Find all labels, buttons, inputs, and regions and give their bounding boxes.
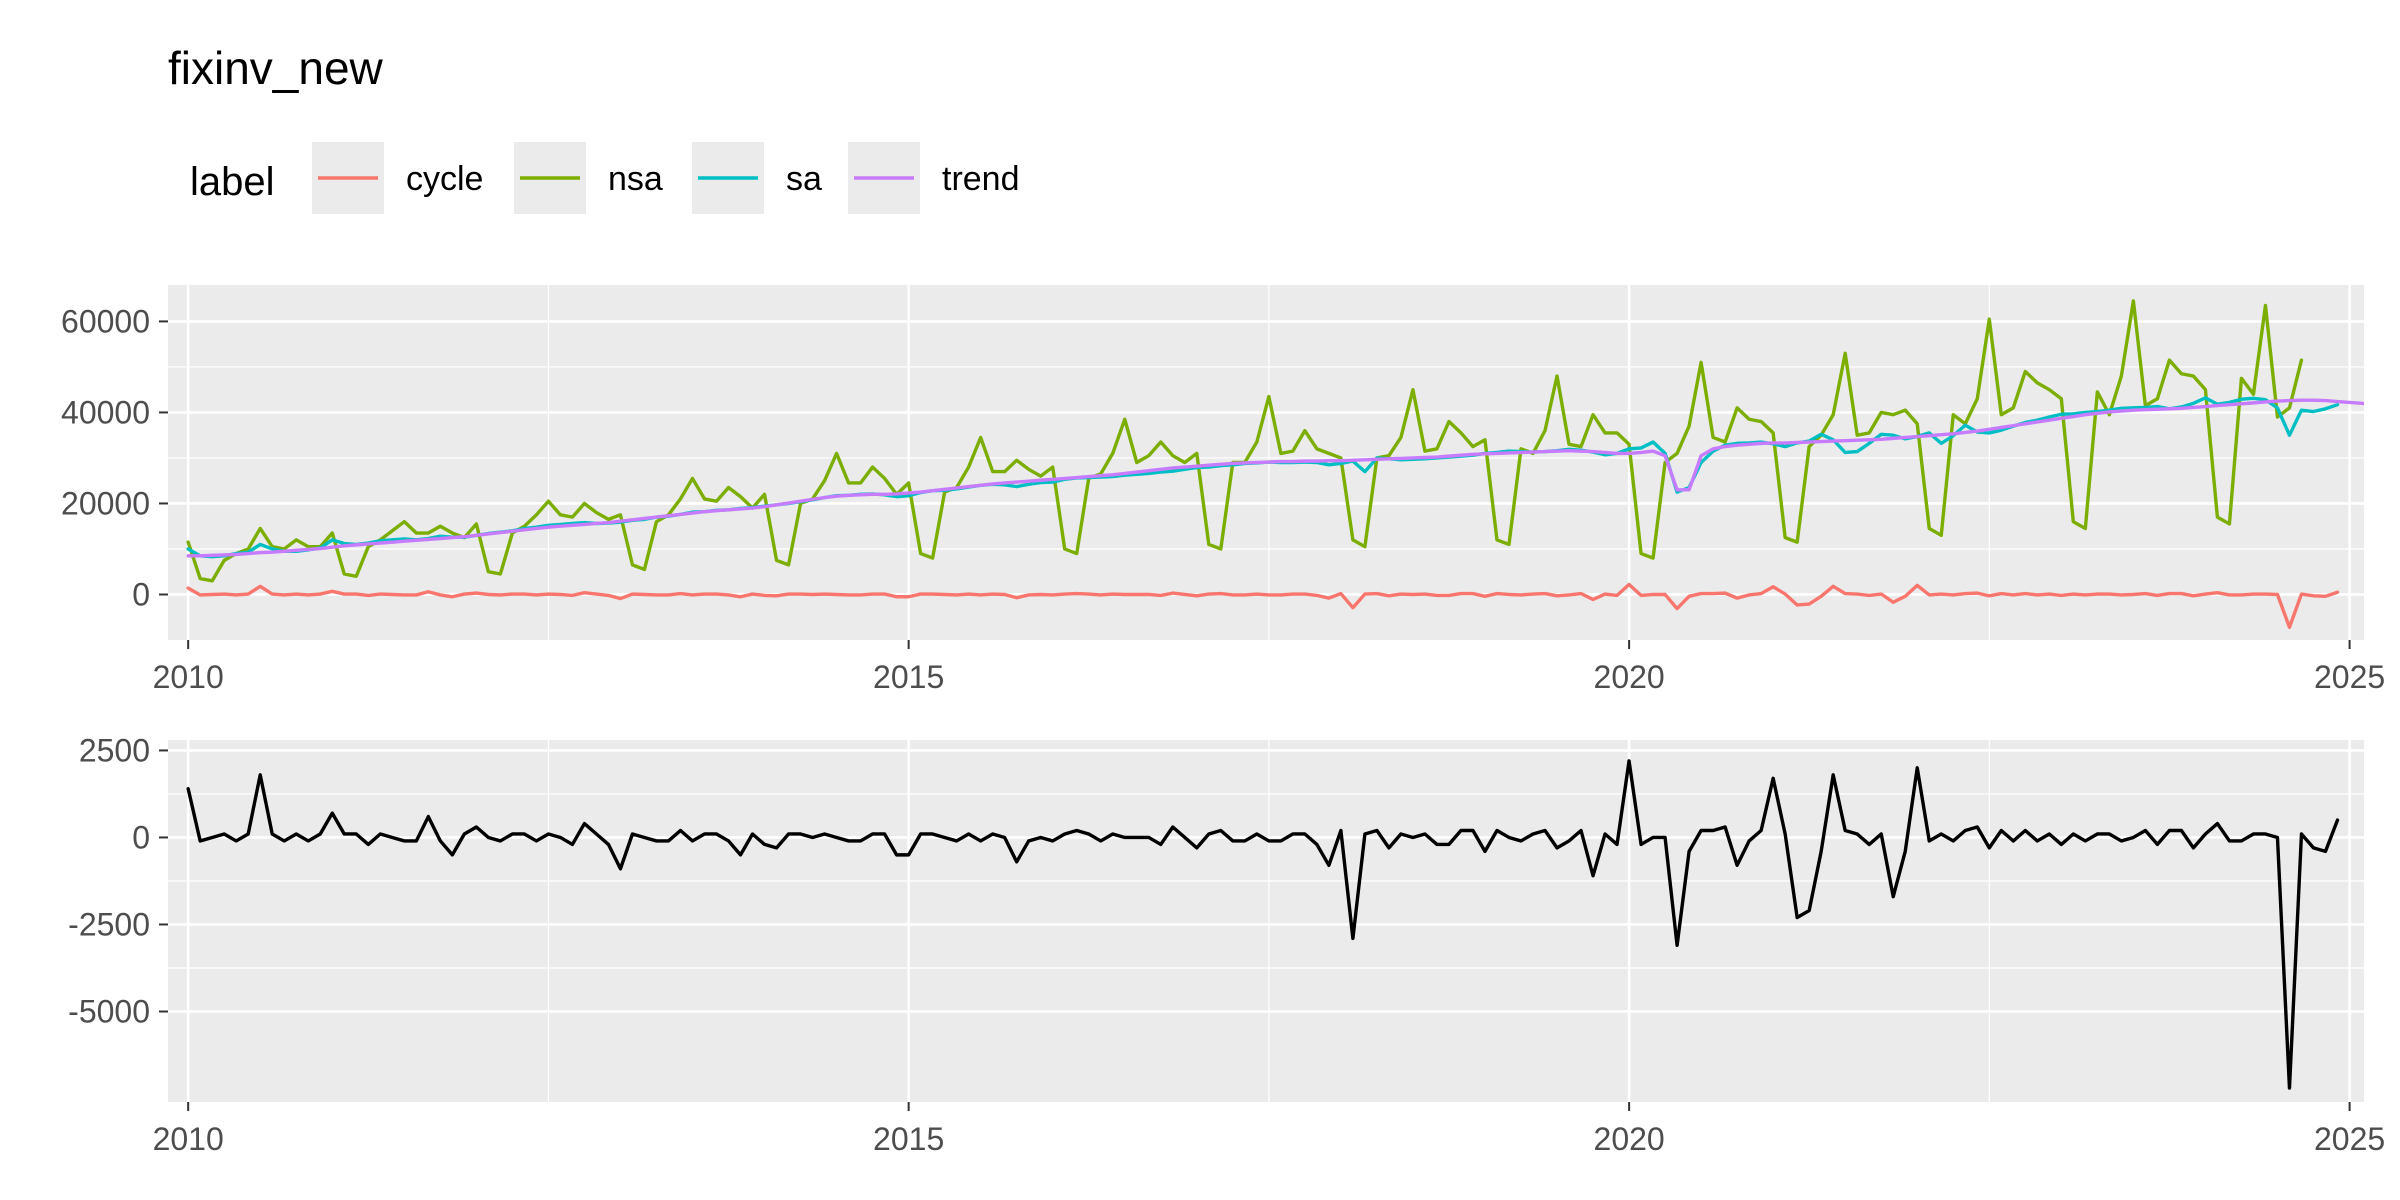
top-series-group (186, 299, 2364, 629)
bottom-series-line-residual (186, 759, 2340, 1090)
panel-bottom: 2010 2015 2020 2025 -5000 -2500 0 2500 (68, 732, 2385, 1157)
bottom-panel-background (168, 740, 2364, 1102)
top-x-tick-label: 2020 (1594, 659, 1665, 695)
bottom-x-tick-label: 2015 (873, 1121, 944, 1157)
legend-label-sa: sa (786, 160, 822, 198)
top-x-tick-label: 2015 (873, 659, 944, 695)
legend-label-nsa: nsa (608, 160, 663, 198)
bottom-series-group (186, 759, 2340, 1090)
top-y-tick-label: 40000 (61, 394, 150, 430)
chart-title: fixinv_new (168, 42, 384, 94)
legend-label-cycle: cycle (406, 160, 483, 198)
bottom-y-tick-label: 0 (132, 819, 150, 855)
top-x-tick-label: 2010 (153, 659, 224, 695)
legend-label-trend: trend (942, 160, 1020, 198)
bottom-y-tick-label: -5000 (68, 994, 150, 1030)
bottom-axes: 2010 2015 2020 2025 -5000 -2500 0 2500 (68, 732, 2385, 1157)
top-axes: 2010 2015 2020 2025 0 20000 40000 60000 (61, 303, 2385, 695)
top-x-tick-label: 2025 (2314, 659, 2385, 695)
top-y-tick-label: 60000 (61, 303, 150, 339)
top-series-line-trend (186, 398, 2364, 558)
bottom-x-tick-label: 2025 (2314, 1121, 2385, 1157)
bottom-x-tick-label: 2010 (153, 1121, 224, 1157)
legend-title: label (190, 160, 275, 204)
legend: label cycle nsa sa trend (190, 142, 1020, 214)
bottom-y-tick-label: -2500 (68, 906, 150, 942)
top-y-tick-label: 0 (132, 576, 150, 612)
bottom-y-tick-label: 2500 (79, 732, 150, 768)
top-series-line-cycle (186, 582, 2340, 629)
bottom-x-tick-label: 2020 (1594, 1121, 1665, 1157)
panel-top: 2010 2015 2020 2025 0 20000 40000 60000 (61, 285, 2385, 695)
top-y-tick-label: 20000 (61, 485, 150, 521)
